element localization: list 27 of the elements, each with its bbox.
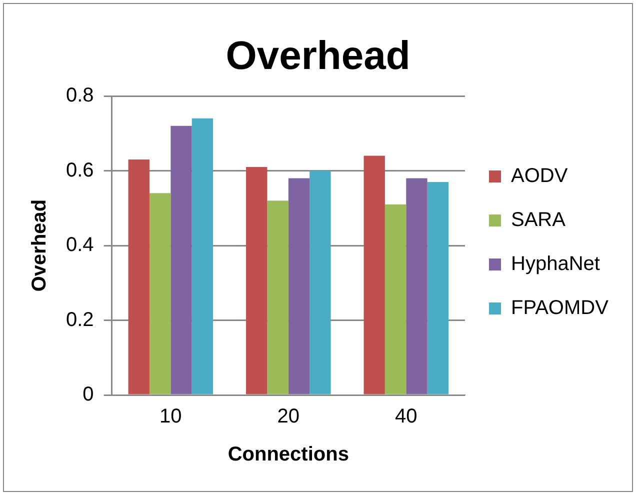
bar [427,182,449,394]
bar [384,204,406,394]
y-axis-title: Overhead [28,199,51,292]
bar [406,178,428,394]
bar [246,167,268,394]
bar [288,178,310,394]
bar [192,118,214,394]
bar [310,170,331,394]
y-tick-label: 0.6 [66,159,94,182]
x-tick-label: 20 [277,406,300,428]
y-tick-label: 0.2 [66,308,94,331]
x-axis-title: Connections [228,444,349,466]
chart-title: Overhead [226,34,410,78]
legend-label: HyphaNet [511,253,600,276]
bar [128,160,150,394]
y-tick-label: 0.4 [66,234,94,256]
y-tick-label: 0.8 [66,84,94,107]
bar [364,156,385,394]
legend-label: FPAOMDV [511,297,610,320]
legend-label: AODV [511,165,568,188]
bar [149,193,171,394]
x-tick-label: 10 [160,406,182,428]
bar [267,200,288,394]
bar [170,126,192,394]
y-tick-label: 0 [82,384,94,406]
legend-label: SARA [511,209,566,232]
x-tick-label: 40 [395,406,418,428]
